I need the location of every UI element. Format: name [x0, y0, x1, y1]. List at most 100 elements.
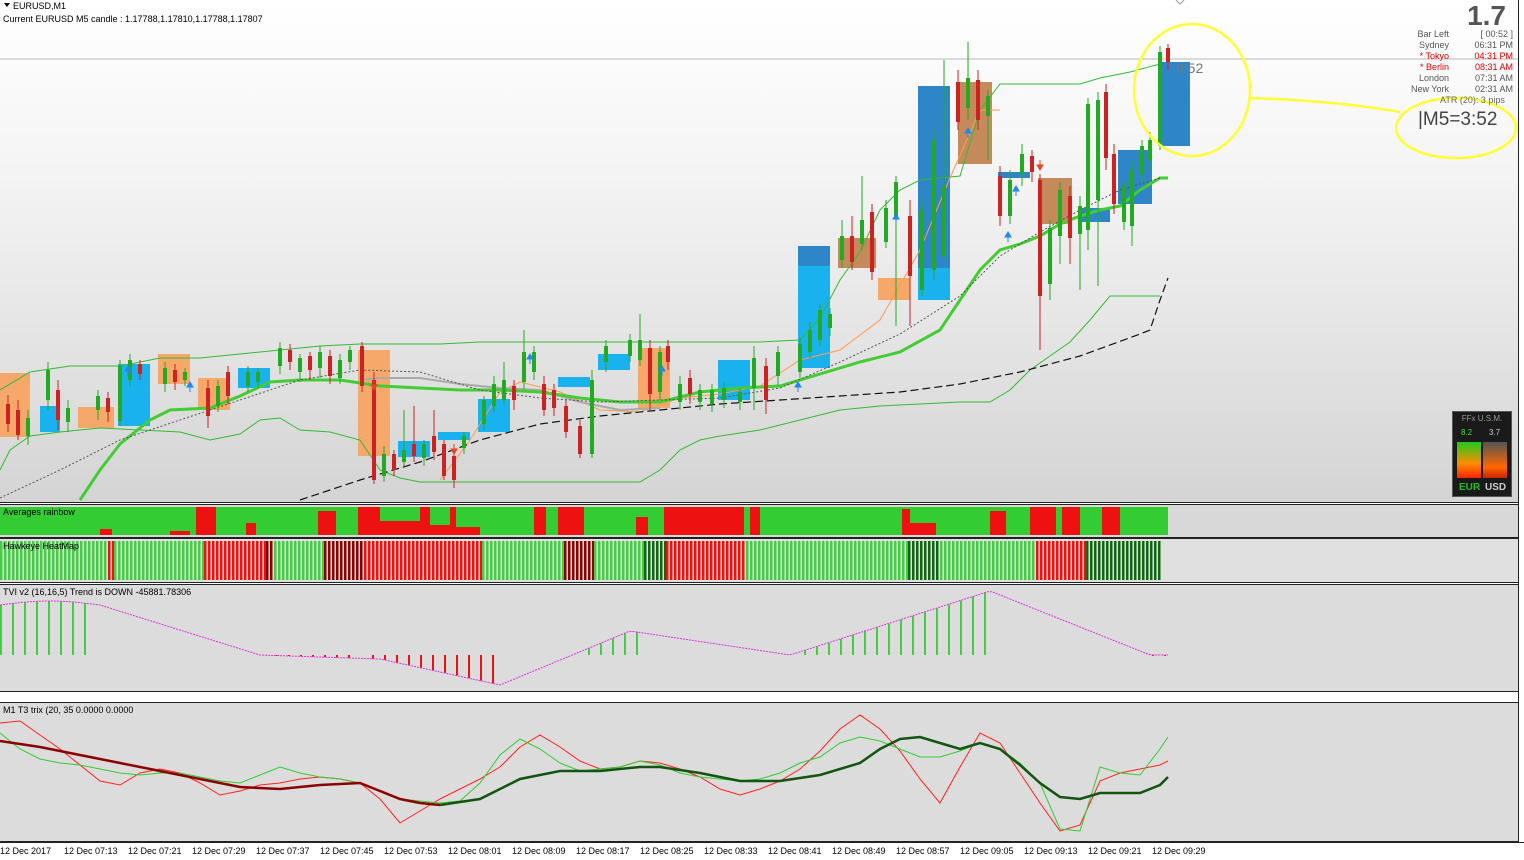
- tvi-pane[interactable]: TVI v2 (16,16,5) Trend is DOWN -45881.78…: [0, 584, 1518, 692]
- heatmap-bar: [204, 541, 207, 580]
- heatmap-bar: [814, 541, 817, 580]
- tvi-bar: [864, 631, 866, 655]
- heatmap-bar: [786, 541, 789, 580]
- heatmap-bar: [264, 541, 267, 580]
- m5-box: [438, 432, 470, 440]
- heatmap-bar: [84, 541, 87, 580]
- heatmap-bar: [1134, 541, 1137, 580]
- ffx-usd-label: USD: [1485, 482, 1507, 493]
- ffx-usd-value: 3.7: [1489, 428, 1501, 437]
- heatmap-bar: [790, 541, 793, 580]
- rainbow-label: Averages rainbow: [3, 507, 75, 517]
- heatmap-bar: [1060, 541, 1063, 580]
- tvi-bar: [336, 655, 338, 658]
- price-scale[interactable]: [1518, 0, 1524, 842]
- m5-box: [798, 246, 830, 368]
- heatmap-bar: [686, 541, 689, 580]
- heatmap-bar: [1016, 541, 1019, 580]
- m5-box: [958, 82, 992, 164]
- heatmap-bar: [670, 541, 673, 580]
- ffx-eur-label: EUR: [1459, 482, 1481, 493]
- heatmap-bar: [858, 541, 861, 580]
- heatmap-bar: [278, 541, 281, 580]
- heatmap-bar: [314, 541, 317, 580]
- averages-rainbow-pane[interactable]: Averages rainbow: [0, 504, 1518, 538]
- heatmap-bar: [924, 541, 927, 580]
- heatmap-bar: [134, 541, 137, 580]
- heatmap-bar: [266, 541, 269, 580]
- bar-left-label: Bar Left: [1417, 29, 1449, 39]
- heatmap-bar: [666, 541, 669, 580]
- session-name: * Tokyo: [1419, 51, 1449, 61]
- heatmap-bar: [20, 541, 23, 580]
- heatmap-bar: [130, 541, 133, 580]
- hawkeye-heatmap-pane[interactable]: Hawkeye HeatMap: [0, 538, 1518, 583]
- heatmap-bar: [1114, 541, 1117, 580]
- heatmap-bar: [834, 541, 837, 580]
- heatmap-bar: [898, 541, 901, 580]
- heatmap-bar: [96, 541, 99, 580]
- heatmap-bar: [1122, 541, 1125, 580]
- tvi-bar: [876, 627, 878, 655]
- m5-box: [118, 364, 150, 426]
- chart-menu-icon[interactable]: [4, 3, 10, 7]
- heatmap-bar: [564, 541, 567, 580]
- heatmap-bar: [182, 541, 185, 580]
- heatmap-bar: [526, 541, 529, 580]
- heatmap-bar: [750, 541, 753, 580]
- lower-band: [0, 295, 1160, 483]
- session-row-berlin: * Berlin 08:31 AM: [1385, 62, 1513, 73]
- bar-countdown: 0:52: [1176, 60, 1204, 76]
- heatmap-bar: [248, 541, 251, 580]
- tvi-bar: [948, 604, 950, 655]
- heatmap-bar: [336, 541, 339, 580]
- tvi-bar: [48, 601, 50, 655]
- heatmap-bar: [682, 541, 685, 580]
- heatmap-bar: [770, 541, 773, 580]
- heatmap-bar: [550, 541, 553, 580]
- tvi-bar: [84, 603, 86, 655]
- heatmap-bar: [322, 541, 325, 580]
- heatmap-bar: [340, 541, 343, 580]
- tvi-bar: [492, 655, 494, 684]
- heatmap-bar: [886, 541, 889, 580]
- heatmap-bar: [400, 541, 403, 580]
- heatmap-bar: [328, 541, 331, 580]
- heatmap-bar: [534, 541, 537, 580]
- main-price-pane[interactable]: EURUSD,M1 Current EURUSD M5 candle : 1.1…: [0, 0, 1518, 503]
- heatmap-bar: [510, 541, 513, 580]
- heatmap-bar: [980, 541, 983, 580]
- heatmap-bar: [364, 541, 367, 580]
- heatmap-bar: [1076, 541, 1079, 580]
- heatmap-bar: [626, 541, 629, 580]
- tvi-bar: [420, 655, 422, 668]
- up-arrow-icon: [892, 213, 900, 224]
- heatmap-bar: [522, 541, 525, 580]
- heatmap-bar: [424, 541, 427, 580]
- tvi-bar: [636, 631, 638, 655]
- tvi-bar: [12, 603, 14, 655]
- up-arrow-icon: [964, 127, 972, 138]
- heatmap-bar: [1142, 541, 1145, 580]
- heatmap-bar: [838, 541, 841, 580]
- heatmap-bar: [674, 541, 677, 580]
- heatmap-bar: [866, 541, 869, 580]
- session-name: New York: [1410, 84, 1449, 94]
- tvi-bar: [312, 655, 314, 657]
- heatmap-bar: [562, 541, 565, 580]
- session-clock-panel: Bar Left [ 00:52 ] Sydney 06:31 PM * Tok…: [1385, 29, 1513, 95]
- heatmap-bar: [294, 541, 297, 580]
- session-row-newyork: New York 02:31 AM: [1385, 84, 1513, 95]
- heatmap-bar: [1056, 541, 1059, 580]
- heatmap-bar: [190, 541, 193, 580]
- m5-box: [558, 377, 590, 387]
- trix-pane[interactable]: M1 T3 trix (20, 35 0.0000 0.0000: [0, 702, 1518, 842]
- heatmap-bar: [352, 541, 355, 580]
- m5-box: [1158, 62, 1190, 146]
- heatmap-bar: [502, 541, 505, 580]
- heatmap-bar: [456, 541, 459, 580]
- heatmap-bar: [610, 541, 613, 580]
- heatmap-bar: [408, 541, 411, 580]
- heatmap-bar: [396, 541, 399, 580]
